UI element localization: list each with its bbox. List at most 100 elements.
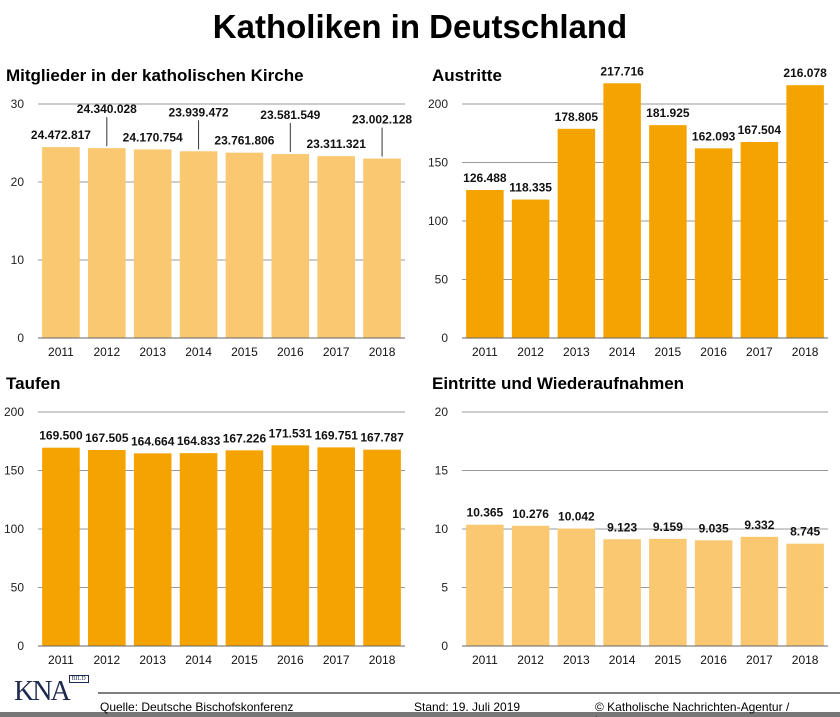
data-label: 167.504 xyxy=(738,123,782,137)
bar xyxy=(225,450,264,646)
data-label: 126.488 xyxy=(463,171,507,185)
x-tick-label: 2013 xyxy=(139,653,166,667)
bar xyxy=(557,528,596,646)
x-tick-label: 2011 xyxy=(48,653,74,667)
data-label: 167.226 xyxy=(223,431,267,445)
x-tick-label: 2014 xyxy=(609,345,636,359)
bar xyxy=(511,199,550,338)
bar xyxy=(133,149,172,338)
bar xyxy=(786,543,824,646)
y-tick-label: 20 xyxy=(11,175,25,189)
x-tick-label: 2017 xyxy=(746,653,773,667)
x-tick-label: 2015 xyxy=(231,345,258,359)
data-label: 9.123 xyxy=(607,520,637,534)
data-label: 162.093 xyxy=(692,129,736,143)
data-label: 10.365 xyxy=(467,506,504,520)
x-tick-label: 2018 xyxy=(792,345,819,359)
data-label: 164.664 xyxy=(131,434,175,448)
data-label: 217.716 xyxy=(600,64,644,78)
data-label: 9.159 xyxy=(653,520,683,534)
chart-title-baptisms: Taufen xyxy=(6,374,61,393)
x-tick-label: 2011 xyxy=(472,345,498,359)
bar xyxy=(694,148,733,338)
y-tick-label: 0 xyxy=(441,331,448,345)
bar xyxy=(271,445,310,646)
bar xyxy=(511,525,550,646)
x-tick-label: 2012 xyxy=(93,653,120,667)
y-tick-label: 5 xyxy=(441,581,448,595)
x-tick-label: 2015 xyxy=(231,653,258,667)
bar xyxy=(179,151,218,338)
bar xyxy=(740,536,779,646)
data-label: 24.340.028 xyxy=(77,102,137,116)
data-label: 169.500 xyxy=(39,429,83,443)
date-text: Stand: 19. Juli 2019 xyxy=(414,700,521,714)
bar xyxy=(88,450,126,646)
bar xyxy=(317,156,355,338)
x-tick-label: 2011 xyxy=(472,653,498,667)
data-label: 167.505 xyxy=(85,431,129,445)
chart-title-exits: Austritte xyxy=(432,66,502,85)
x-tick-label: 2013 xyxy=(563,653,590,667)
x-tick-label: 2014 xyxy=(185,653,212,667)
y-tick-label: 0 xyxy=(17,331,24,345)
data-label: 24.170.754 xyxy=(123,130,183,144)
x-tick-label: 2012 xyxy=(517,653,544,667)
y-tick-label: 0 xyxy=(441,639,448,653)
bar xyxy=(317,447,355,646)
y-tick-label: 150 xyxy=(428,156,448,170)
y-tick-label: 200 xyxy=(4,405,24,419)
x-tick-label: 2011 xyxy=(48,345,74,359)
x-tick-label: 2013 xyxy=(563,345,590,359)
y-tick-label: 100 xyxy=(428,214,448,228)
copyright-text: © Katholische Nachrichten-Agentur / isot… xyxy=(595,700,790,717)
data-label: 164.833 xyxy=(177,434,221,448)
y-tick-label: 150 xyxy=(4,464,24,478)
data-label: 9.332 xyxy=(744,518,774,532)
bar xyxy=(42,147,80,338)
bar xyxy=(557,128,596,338)
x-tick-label: 2016 xyxy=(700,345,727,359)
data-label: 8.745 xyxy=(790,525,820,539)
y-tick-label: 50 xyxy=(11,581,25,595)
y-tick-label: 10 xyxy=(11,253,25,267)
data-label: 10.042 xyxy=(558,510,595,524)
bar xyxy=(603,83,641,338)
x-tick-label: 2018 xyxy=(369,653,396,667)
y-tick-label: 20 xyxy=(435,405,449,419)
bar xyxy=(271,154,310,338)
bar xyxy=(363,158,401,338)
x-tick-label: 2012 xyxy=(517,345,544,359)
data-label: 9.035 xyxy=(699,521,729,535)
data-label: 24.472.817 xyxy=(31,128,91,142)
x-tick-label: 2013 xyxy=(139,345,166,359)
bar xyxy=(603,539,641,646)
data-label: 23.581.549 xyxy=(260,108,320,122)
chart-title-entries: Eintritte und Wiederaufnahmen xyxy=(432,374,685,393)
x-tick-label: 2015 xyxy=(655,345,682,359)
y-tick-label: 0 xyxy=(17,639,24,653)
data-label: 167.787 xyxy=(360,431,404,445)
y-tick-label: 200 xyxy=(428,97,448,111)
x-tick-label: 2016 xyxy=(277,345,304,359)
x-tick-label: 2014 xyxy=(609,653,636,667)
x-tick-label: 2016 xyxy=(700,653,727,667)
x-tick-label: 2018 xyxy=(792,653,819,667)
bar xyxy=(466,190,504,338)
bar xyxy=(179,453,218,646)
data-label: 23.002.128 xyxy=(352,113,412,127)
kna-logo: KNA BILD xyxy=(14,675,89,708)
data-label: 181.925 xyxy=(646,106,690,120)
x-tick-label: 2018 xyxy=(369,345,396,359)
data-label: 10.276 xyxy=(512,507,549,521)
bar xyxy=(133,453,172,646)
x-tick-label: 2017 xyxy=(746,345,773,359)
x-tick-label: 2014 xyxy=(185,345,212,359)
data-label: 23.939.472 xyxy=(169,105,229,119)
data-label: 171.531 xyxy=(269,426,313,440)
bottom-border xyxy=(0,712,840,717)
x-tick-label: 2012 xyxy=(93,345,120,359)
data-label: 118.335 xyxy=(509,181,552,195)
